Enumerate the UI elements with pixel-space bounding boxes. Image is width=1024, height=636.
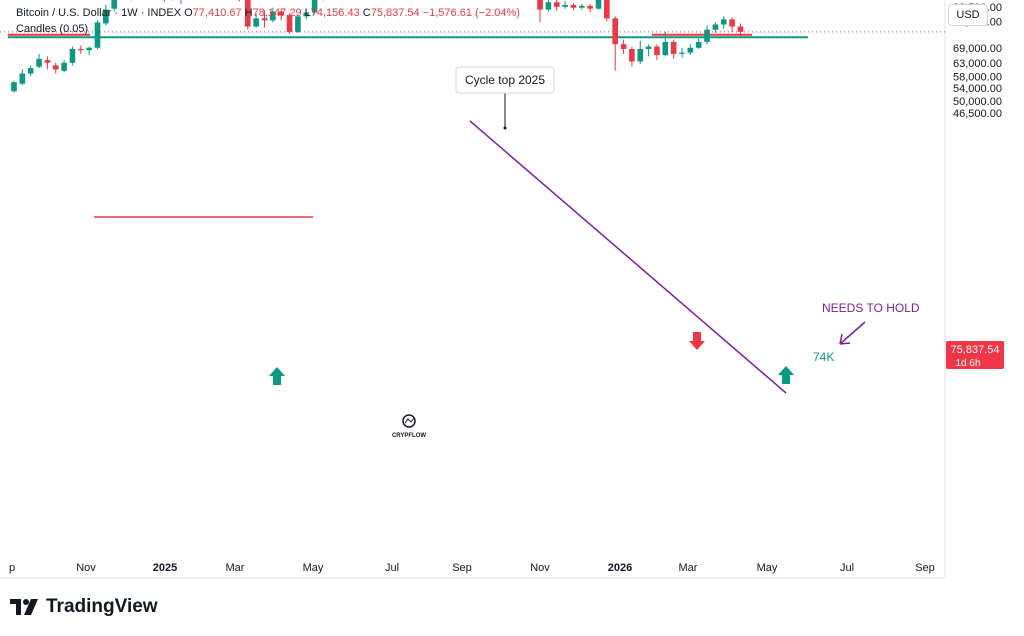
symbol-title: Bitcoin / U.S. Dollar · 1W · INDEX (16, 7, 181, 19)
up-arrow-icon (269, 367, 285, 385)
x-tick-label: Sep (915, 562, 935, 574)
x-tick-label: 2026 (608, 562, 632, 574)
x-tick-label: Mar (679, 562, 698, 574)
candle-body (629, 49, 635, 61)
candle-body (53, 65, 59, 69)
candle-body (579, 6, 585, 8)
y-tick-label: 63,000.00 (953, 58, 1002, 70)
x-tick-label: Sep (452, 562, 472, 574)
candle-body (253, 18, 259, 26)
watermark-text: CRYPFLOW (392, 433, 426, 439)
candle-body (562, 5, 568, 7)
tradingview-icon (10, 599, 40, 615)
high-label: H (245, 7, 253, 19)
candle-body (671, 42, 677, 54)
candle-body (36, 59, 42, 67)
y-tick-label: 54,000.00 (953, 83, 1002, 95)
x-tick-label: Nov (530, 562, 550, 574)
candle-body (554, 2, 560, 7)
open-label: O (184, 7, 193, 19)
change-value: −1,576.61 (−2.04%) (423, 7, 520, 19)
candle-body (20, 74, 26, 84)
needs-to-hold-label: NEEDS TO HOLD (822, 301, 920, 315)
candle-body (11, 82, 17, 91)
close-label: C (363, 7, 371, 19)
x-tick-label: Nov (76, 562, 96, 574)
currency-button[interactable]: USD (948, 4, 988, 26)
candle-body (679, 53, 685, 54)
level-74k-label: 74K (813, 350, 834, 364)
y-tick-label: 58,000.00 (953, 71, 1002, 83)
candle-body (612, 18, 618, 44)
cycle-top-label: Cycle top 2025 (465, 73, 545, 87)
candle-body (571, 5, 577, 8)
candle-body (713, 24, 719, 29)
candle-body (537, 0, 543, 10)
down-arrow-icon (689, 332, 705, 350)
candle-body (621, 44, 627, 49)
indicator-label[interactable]: Candles (0.05) (16, 23, 88, 35)
open-value: 77,410.67 (193, 7, 242, 19)
pointer-arrow-icon (840, 322, 865, 344)
candle-body (663, 42, 669, 55)
candle-body (729, 19, 735, 26)
x-tick-label: p (9, 562, 15, 574)
x-tick-label: Mar (226, 562, 245, 574)
candle-body (86, 48, 92, 50)
candle-body (70, 49, 76, 63)
x-tick-label: May (303, 562, 324, 574)
candle-body (587, 6, 593, 9)
candle-body (704, 30, 710, 42)
candle-body (688, 48, 694, 53)
close-value: 75,837.54 (371, 7, 420, 19)
y-tick-label: 46,500.00 (953, 108, 1002, 120)
x-tick-label: May (757, 562, 778, 574)
candle-body (28, 68, 34, 73)
tradingview-logo[interactable]: TradingView (10, 596, 158, 618)
x-tick-label: Jul (385, 562, 399, 574)
price-badge-value: 75,837.54 (951, 344, 1000, 356)
candle-body (637, 49, 643, 61)
candle-body (596, 0, 602, 9)
price-badge-countdown: 1d 6h (955, 358, 980, 369)
watermark-logo-mark (405, 418, 414, 423)
callout-dot (504, 127, 507, 130)
y-tick-label: 69,000.00 (953, 43, 1002, 55)
downtrend-line (470, 121, 786, 393)
candle-body (546, 2, 552, 9)
symbol-header: Bitcoin / U.S. Dollar · 1W · INDEX O77,4… (16, 7, 520, 19)
x-tick-label: Jul (840, 562, 854, 574)
y-tick-label: 50,000.00 (953, 96, 1002, 108)
candle-body (646, 47, 652, 49)
x-tick-label: 2025 (153, 562, 177, 574)
candle-body (95, 22, 101, 47)
candle-body (45, 60, 51, 63)
brand-name: TradingView (46, 596, 158, 618)
candle-body (654, 47, 660, 56)
candle-body (78, 49, 84, 50)
candle-body (696, 42, 702, 48)
candle-body (61, 63, 67, 71)
low-value: 74,156.43 (311, 7, 360, 19)
candle-body (738, 27, 744, 32)
high-value: 78,147.29 (253, 7, 302, 19)
candle-body (604, 0, 610, 18)
watermark-logo-icon (403, 415, 415, 427)
candle-body (721, 19, 727, 24)
up-arrow-icon (778, 366, 794, 384)
